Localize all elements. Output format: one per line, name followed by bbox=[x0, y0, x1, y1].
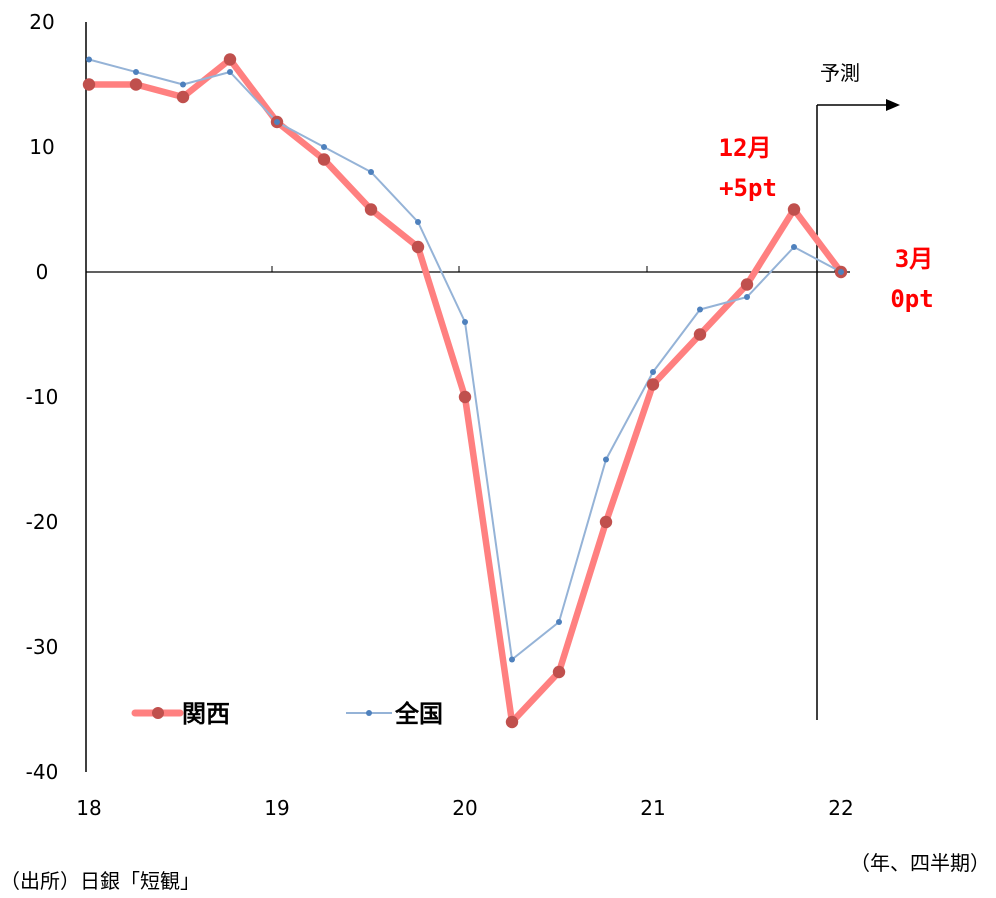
data-point-zenkoku bbox=[838, 269, 844, 275]
data-point-zenkoku bbox=[791, 244, 797, 250]
legend-label-kansai: 関西 bbox=[182, 700, 230, 728]
data-point-zenkoku bbox=[227, 69, 233, 75]
data-point-kansai bbox=[599, 515, 613, 529]
legend-marker-kansai bbox=[152, 707, 164, 719]
series-layer bbox=[82, 53, 848, 729]
data-point-kansai bbox=[505, 715, 519, 729]
data-point-zenkoku bbox=[368, 169, 374, 175]
x-tick-label: 20 bbox=[452, 796, 477, 820]
data-point-zenkoku bbox=[86, 56, 92, 63]
data-point-kansai bbox=[82, 78, 96, 91]
annotation-december-line2: +5pt bbox=[719, 174, 777, 202]
y-tick-label: -20 bbox=[26, 510, 59, 534]
data-point-zenkoku bbox=[744, 294, 750, 300]
data-point-zenkoku bbox=[603, 456, 609, 463]
source-note: （出所）日銀「短観」 bbox=[0, 869, 200, 893]
data-point-zenkoku bbox=[462, 319, 468, 325]
y-tick-label: -30 bbox=[26, 635, 59, 659]
data-point-zenkoku bbox=[274, 119, 280, 125]
data-point-zenkoku bbox=[697, 306, 703, 313]
data-point-kansai bbox=[552, 665, 566, 679]
annotation-march: 3月 0pt bbox=[890, 245, 933, 313]
legend-label-zenkoku: 全国 bbox=[394, 700, 443, 728]
data-point-kansai bbox=[364, 203, 378, 216]
x-tick-labels: 18 19 20 21 22 bbox=[76, 796, 853, 820]
x-tick-label: 21 bbox=[640, 796, 665, 820]
x-axis-tick-marks bbox=[271, 266, 836, 272]
data-point-zenkoku bbox=[415, 219, 421, 225]
legend-marker-zenkoku bbox=[366, 710, 372, 716]
data-point-kansai bbox=[317, 153, 331, 166]
legend: 関西 全国 bbox=[131, 700, 443, 728]
y-tick-label: 0 bbox=[36, 260, 49, 284]
x-tick-label: 22 bbox=[828, 796, 853, 820]
annotation-march-line1: 3月 bbox=[895, 245, 933, 273]
x-tick-label: 19 bbox=[264, 796, 289, 820]
annotation-march-line2: 0pt bbox=[890, 285, 933, 313]
forecast-label: 予測 bbox=[820, 61, 860, 85]
data-point-zenkoku bbox=[509, 656, 515, 663]
data-point-zenkoku bbox=[650, 369, 656, 375]
forecast-marker: 予測 bbox=[816, 61, 900, 720]
data-point-kansai bbox=[787, 203, 801, 216]
data-point-zenkoku bbox=[133, 69, 139, 75]
data-point-kansai bbox=[740, 278, 754, 291]
y-tick-labels: 20 10 0 -10 -20 -30 -40 bbox=[26, 10, 59, 784]
data-point-kansai bbox=[129, 78, 143, 91]
annotation-december: 12月 +5pt bbox=[719, 134, 777, 202]
data-point-kansai bbox=[176, 90, 190, 104]
data-point-zenkoku bbox=[556, 619, 562, 625]
y-tick-label: 20 bbox=[29, 10, 54, 34]
data-point-kansai bbox=[693, 328, 707, 341]
data-point-zenkoku bbox=[321, 144, 327, 150]
data-point-zenkoku bbox=[180, 81, 186, 88]
data-point-kansai bbox=[411, 240, 425, 254]
x-axis-label: （年、四半期） bbox=[850, 851, 990, 875]
data-point-kansai bbox=[458, 390, 472, 404]
y-tick-label: -10 bbox=[26, 385, 59, 409]
annotation-december-line1: 12月 bbox=[719, 134, 772, 162]
x-tick-label: 18 bbox=[76, 796, 101, 820]
y-tick-label: 10 bbox=[29, 135, 54, 159]
data-point-kansai bbox=[223, 53, 237, 66]
forecast-arrow-head bbox=[886, 99, 900, 111]
y-tick-label: -40 bbox=[26, 760, 59, 784]
data-point-kansai bbox=[646, 378, 660, 391]
